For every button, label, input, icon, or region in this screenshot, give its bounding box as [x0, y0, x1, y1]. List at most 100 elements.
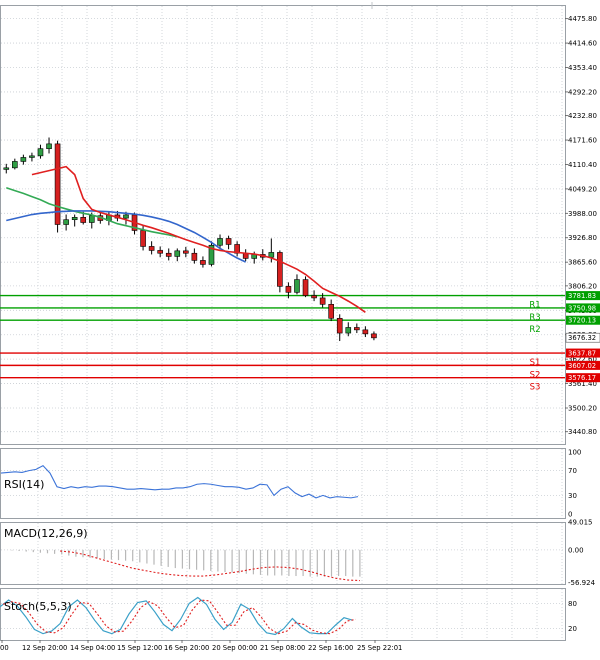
time-axis-label: 00 — [0, 644, 9, 652]
level-price-label: 3607.02 — [568, 362, 596, 370]
price-axis-label: 3622.60 — [568, 356, 597, 364]
price-axis-label: 4049.20 — [568, 185, 597, 193]
candle-body — [362, 329, 369, 335]
price-axis-label: 4353.40 — [568, 64, 597, 72]
level-price-box — [566, 303, 600, 313]
candle-body — [311, 295, 317, 299]
candle-body — [200, 260, 206, 265]
candle-body — [285, 286, 292, 293]
time-axis-label: 14 Sep 04:00 — [70, 644, 115, 652]
macd-axis-label: 0.00 — [568, 546, 584, 554]
stoch-d-line — [2, 599, 356, 635]
candle-body — [29, 155, 35, 158]
time-axis-label: 22 Sep 16:00 — [308, 644, 353, 652]
stoch-axis-label: 80 — [568, 600, 577, 608]
ma-line-red — [31, 165, 366, 313]
candle-body — [157, 250, 163, 254]
candle-body — [336, 317, 343, 334]
candle-body — [268, 252, 275, 258]
level-price-box — [566, 373, 600, 383]
price-axis-label: 4110.40 — [568, 161, 597, 169]
candle-body — [345, 327, 352, 334]
panel-frame-price — [0, 5, 566, 445]
price-axis-label: 3500.20 — [568, 405, 597, 413]
candle-body — [302, 279, 309, 296]
level-price-label: 3750.98 — [568, 304, 596, 312]
candle-body — [371, 333, 377, 339]
level-price-box — [566, 291, 600, 301]
price-axis-label: 3561.40 — [568, 380, 597, 388]
candle-body — [191, 252, 198, 261]
level-price-label: 3576.17 — [568, 374, 596, 382]
price-axis-label: 4292.20 — [568, 88, 597, 96]
price-axis-label: 3926.80 — [568, 234, 597, 242]
level-price-label: 3720.13 — [568, 317, 596, 325]
level-label-s2: S2 — [530, 370, 541, 380]
candle-body — [225, 238, 232, 245]
ma-line-blue — [6, 210, 247, 263]
time-axis-label: 20 Sep 00:00 — [212, 644, 257, 652]
candle-body — [294, 279, 300, 293]
candle-body — [37, 148, 44, 157]
candle-body — [277, 252, 283, 287]
candle-body — [46, 143, 52, 149]
price-axis-label: 4171.60 — [568, 137, 597, 145]
candle-body — [140, 230, 146, 247]
rsi-axis-label: 0 — [568, 511, 572, 519]
stoch-title: Stoch(5,5,3) — [4, 600, 72, 613]
price-axis-label: 3988.00 — [568, 210, 597, 218]
candle-body — [20, 157, 27, 162]
candle-body — [208, 244, 215, 265]
rsi-axis-label: 30 — [568, 492, 577, 500]
candle-body — [63, 219, 69, 225]
price-axis-label: 4475.80 — [568, 15, 597, 23]
level-label-r2: R2 — [529, 325, 540, 335]
candle-body — [217, 238, 223, 246]
candle-body — [123, 214, 129, 219]
panel-frame-rsi — [0, 448, 566, 519]
candle-body — [54, 143, 61, 225]
price-axis-label: 4414.60 — [568, 40, 597, 48]
rsi-axis-label: 100 — [568, 449, 581, 457]
level-label-s1: S1 — [530, 358, 541, 368]
price-axis-label: 3806.20 — [568, 282, 597, 290]
candle-body — [3, 167, 10, 170]
level-label-r1: R1 — [529, 301, 540, 311]
rsi-axis-label: 70 — [568, 467, 577, 475]
candle-body — [88, 215, 95, 223]
candle-body — [148, 246, 155, 251]
rsi-line — [0, 464, 359, 499]
macd-title: MACD(12,26,9) — [4, 527, 88, 540]
level-price-label: 3781.83 — [568, 292, 596, 300]
level-price-box — [566, 315, 600, 325]
time-axis-label: 12 Sep 20:00 — [22, 644, 67, 652]
level-price-box — [566, 348, 600, 358]
macd-axis-label: -56.924 — [568, 579, 596, 587]
macd-axis-label: 49.015 — [568, 518, 593, 526]
macd-signal-line — [59, 550, 361, 582]
level-price-box — [566, 360, 600, 370]
rsi-title: RSI(14) — [4, 478, 44, 491]
candle-body — [183, 250, 189, 254]
candle-body — [165, 252, 172, 257]
price-axis-label: 3440.80 — [568, 428, 597, 436]
level-label-s3: S3 — [530, 383, 541, 393]
price-axis-label: 3865.60 — [568, 259, 597, 267]
ma-line-green — [6, 187, 178, 238]
price-axis-label: 4232.80 — [568, 112, 597, 120]
candle-body — [319, 297, 326, 305]
stoch-k-line — [0, 596, 353, 636]
panel-frame-macd — [0, 522, 566, 585]
level-label-r3: R3 — [529, 313, 540, 323]
candle-body — [12, 161, 18, 169]
candle-body — [80, 217, 87, 223]
last-price-label: 3676.32 — [568, 334, 596, 342]
time-axis-label: 15 Sep 12:00 — [117, 644, 162, 652]
candle-body — [354, 327, 360, 331]
last-price-box — [565, 332, 600, 343]
time-axis-label: 21 Sep 08:00 — [260, 644, 305, 652]
stoch-axis-label: 20 — [568, 625, 577, 633]
candle-body — [174, 250, 181, 257]
